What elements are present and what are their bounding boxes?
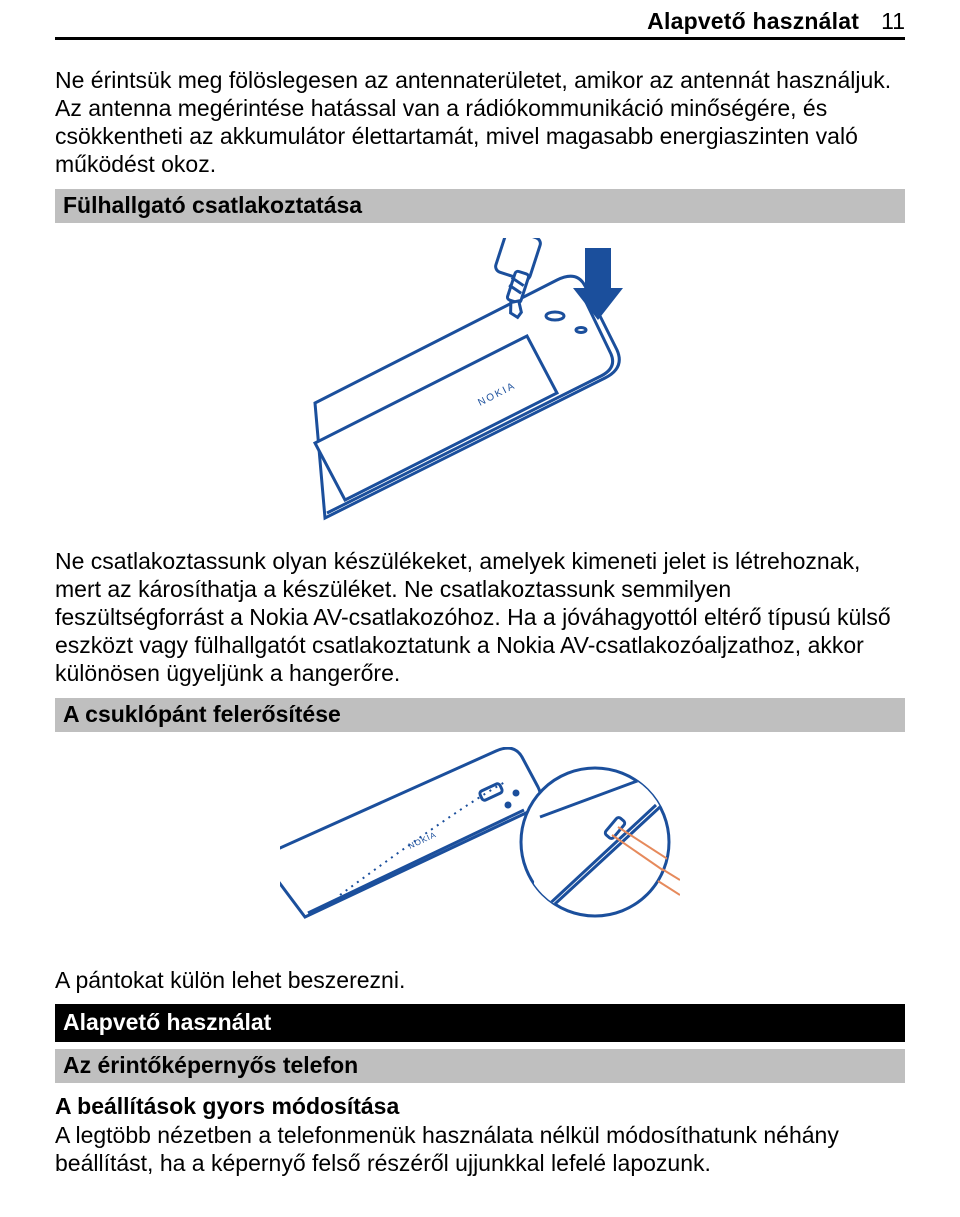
intro-paragraph: Ne érintsük meg fölöslegesen az antennat… bbox=[55, 66, 905, 178]
section1-paragraph: Ne csatlakoztassunk olyan készülékeket, … bbox=[55, 547, 905, 687]
figure-headset-connect: NOKIA bbox=[55, 238, 905, 533]
manual-page: Alapvető használat 11 Ne érintsük meg fö… bbox=[0, 0, 960, 1217]
figure-wriststrap: NOKIA bbox=[55, 747, 905, 952]
section-heading-wriststrap: A csuklópánt felerősítése bbox=[55, 697, 905, 733]
bold-subheading-quick-settings: A beállítások gyors módosítása bbox=[55, 1092, 905, 1121]
section3-paragraph: A legtöbb nézetben a telefonmenük haszná… bbox=[55, 1121, 905, 1177]
header-chapter: Alapvető használat bbox=[647, 8, 859, 35]
header-page-number: 11 bbox=[859, 8, 905, 35]
section-heading-headset: Fülhallgató csatlakoztatása bbox=[55, 188, 905, 224]
chapter-heading-basic-use: Alapvető használat bbox=[55, 1004, 905, 1042]
section2-paragraph: A pántokat külön lehet beszerezni. bbox=[55, 966, 905, 994]
section-heading-touchscreen: Az érintőképernyős telefon bbox=[55, 1048, 905, 1084]
page-header: Alapvető használat 11 bbox=[55, 0, 905, 40]
